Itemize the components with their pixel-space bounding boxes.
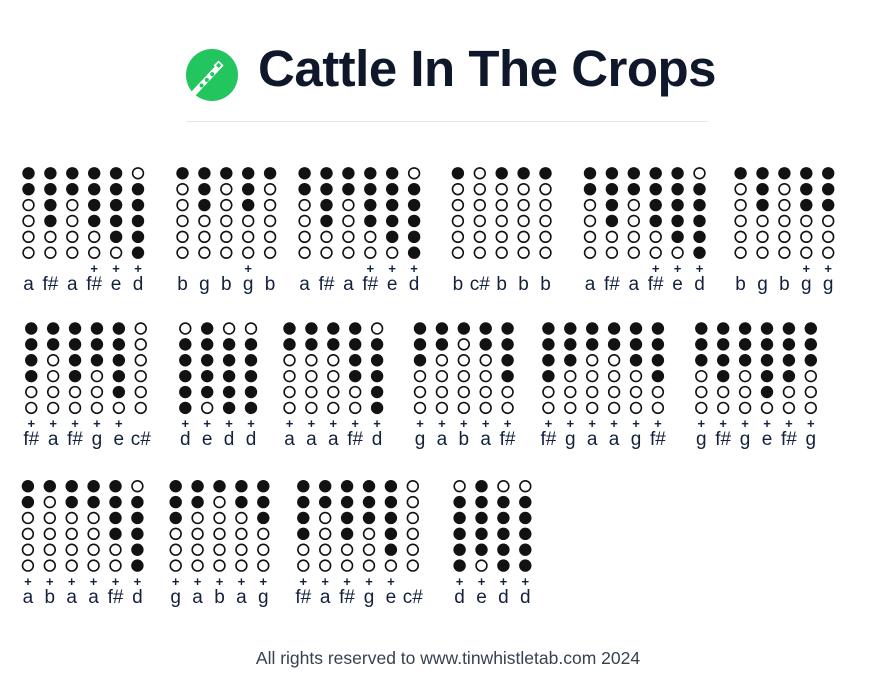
svg-text:f#: f# bbox=[604, 274, 620, 295]
svg-text:f#: f# bbox=[715, 429, 731, 450]
svg-text:a: a bbox=[299, 274, 310, 295]
svg-text:a: a bbox=[629, 274, 640, 295]
svg-text:a: a bbox=[585, 274, 596, 295]
svg-text:e: e bbox=[202, 429, 213, 450]
svg-text:d: d bbox=[498, 587, 509, 608]
svg-text:f#: f# bbox=[648, 274, 664, 295]
svg-text:c#: c# bbox=[470, 274, 491, 295]
svg-text:d: d bbox=[520, 587, 531, 608]
svg-text:a: a bbox=[343, 274, 354, 295]
svg-text:f#: f# bbox=[500, 429, 516, 450]
svg-text:g: g bbox=[415, 429, 426, 450]
svg-text:c#: c# bbox=[403, 587, 424, 608]
svg-text:b: b bbox=[45, 587, 56, 608]
svg-text:e: e bbox=[387, 274, 398, 295]
svg-text:a: a bbox=[48, 429, 59, 450]
svg-text:g: g bbox=[170, 587, 181, 608]
svg-text:b: b bbox=[221, 274, 232, 295]
svg-text:a: a bbox=[23, 274, 34, 295]
svg-text:a: a bbox=[67, 274, 78, 295]
svg-text:a: a bbox=[328, 429, 339, 450]
svg-text:a: a bbox=[66, 587, 77, 608]
svg-text:d: d bbox=[372, 429, 383, 450]
svg-text:a: a bbox=[284, 429, 295, 450]
svg-text:f#: f# bbox=[319, 274, 335, 295]
svg-text:b: b bbox=[540, 274, 551, 295]
svg-text:g: g bbox=[801, 274, 812, 295]
svg-text:g: g bbox=[823, 274, 834, 295]
svg-text:a: a bbox=[236, 587, 247, 608]
svg-text:f#: f# bbox=[42, 274, 58, 295]
svg-text:g: g bbox=[806, 429, 817, 450]
svg-text:a: a bbox=[609, 429, 620, 450]
svg-text:c#: c# bbox=[131, 429, 152, 450]
svg-text:b: b bbox=[177, 274, 188, 295]
svg-text:b: b bbox=[496, 274, 507, 295]
svg-text:d: d bbox=[694, 274, 705, 295]
svg-text:d: d bbox=[180, 429, 191, 450]
svg-text:e: e bbox=[762, 429, 773, 450]
svg-text:b: b bbox=[779, 274, 790, 295]
svg-text:f#: f# bbox=[108, 587, 124, 608]
svg-text:b: b bbox=[453, 274, 464, 295]
svg-text:g: g bbox=[92, 429, 103, 450]
svg-text:a: a bbox=[587, 429, 598, 450]
svg-text:e: e bbox=[386, 587, 397, 608]
svg-text:d: d bbox=[409, 274, 420, 295]
svg-text:d: d bbox=[246, 429, 257, 450]
svg-text:a: a bbox=[88, 587, 99, 608]
svg-text:f#: f# bbox=[347, 429, 363, 450]
svg-text:f#: f# bbox=[781, 429, 797, 450]
svg-text:b: b bbox=[735, 274, 746, 295]
svg-text:e: e bbox=[672, 274, 683, 295]
svg-text:d: d bbox=[454, 587, 465, 608]
svg-text:e: e bbox=[476, 587, 487, 608]
svg-text:g: g bbox=[364, 587, 375, 608]
svg-text:b: b bbox=[214, 587, 225, 608]
svg-text:d: d bbox=[224, 429, 235, 450]
svg-text:b: b bbox=[459, 429, 470, 450]
svg-text:a: a bbox=[23, 587, 34, 608]
svg-text:f#: f# bbox=[650, 429, 666, 450]
svg-text:a: a bbox=[306, 429, 317, 450]
svg-text:f#: f# bbox=[86, 274, 102, 295]
svg-text:g: g bbox=[258, 587, 269, 608]
svg-text:f#: f# bbox=[362, 274, 378, 295]
svg-text:f#: f# bbox=[295, 587, 311, 608]
svg-text:a: a bbox=[320, 587, 331, 608]
svg-text:g: g bbox=[631, 429, 642, 450]
svg-text:g: g bbox=[243, 274, 254, 295]
svg-text:d: d bbox=[133, 274, 144, 295]
svg-text:f#: f# bbox=[339, 587, 355, 608]
svg-text:d: d bbox=[132, 587, 143, 608]
svg-text:a: a bbox=[192, 587, 203, 608]
svg-text:g: g bbox=[740, 429, 751, 450]
svg-text:b: b bbox=[265, 274, 276, 295]
svg-text:f#: f# bbox=[67, 429, 83, 450]
svg-text:g: g bbox=[696, 429, 707, 450]
svg-text:f#: f# bbox=[540, 429, 556, 450]
svg-text:a: a bbox=[480, 429, 491, 450]
svg-text:f#: f# bbox=[23, 429, 39, 450]
svg-text:g: g bbox=[565, 429, 576, 450]
svg-text:e: e bbox=[114, 429, 125, 450]
svg-text:e: e bbox=[111, 274, 122, 295]
svg-text:a: a bbox=[437, 429, 448, 450]
svg-text:g: g bbox=[199, 274, 210, 295]
svg-text:b: b bbox=[518, 274, 529, 295]
svg-text:g: g bbox=[757, 274, 768, 295]
